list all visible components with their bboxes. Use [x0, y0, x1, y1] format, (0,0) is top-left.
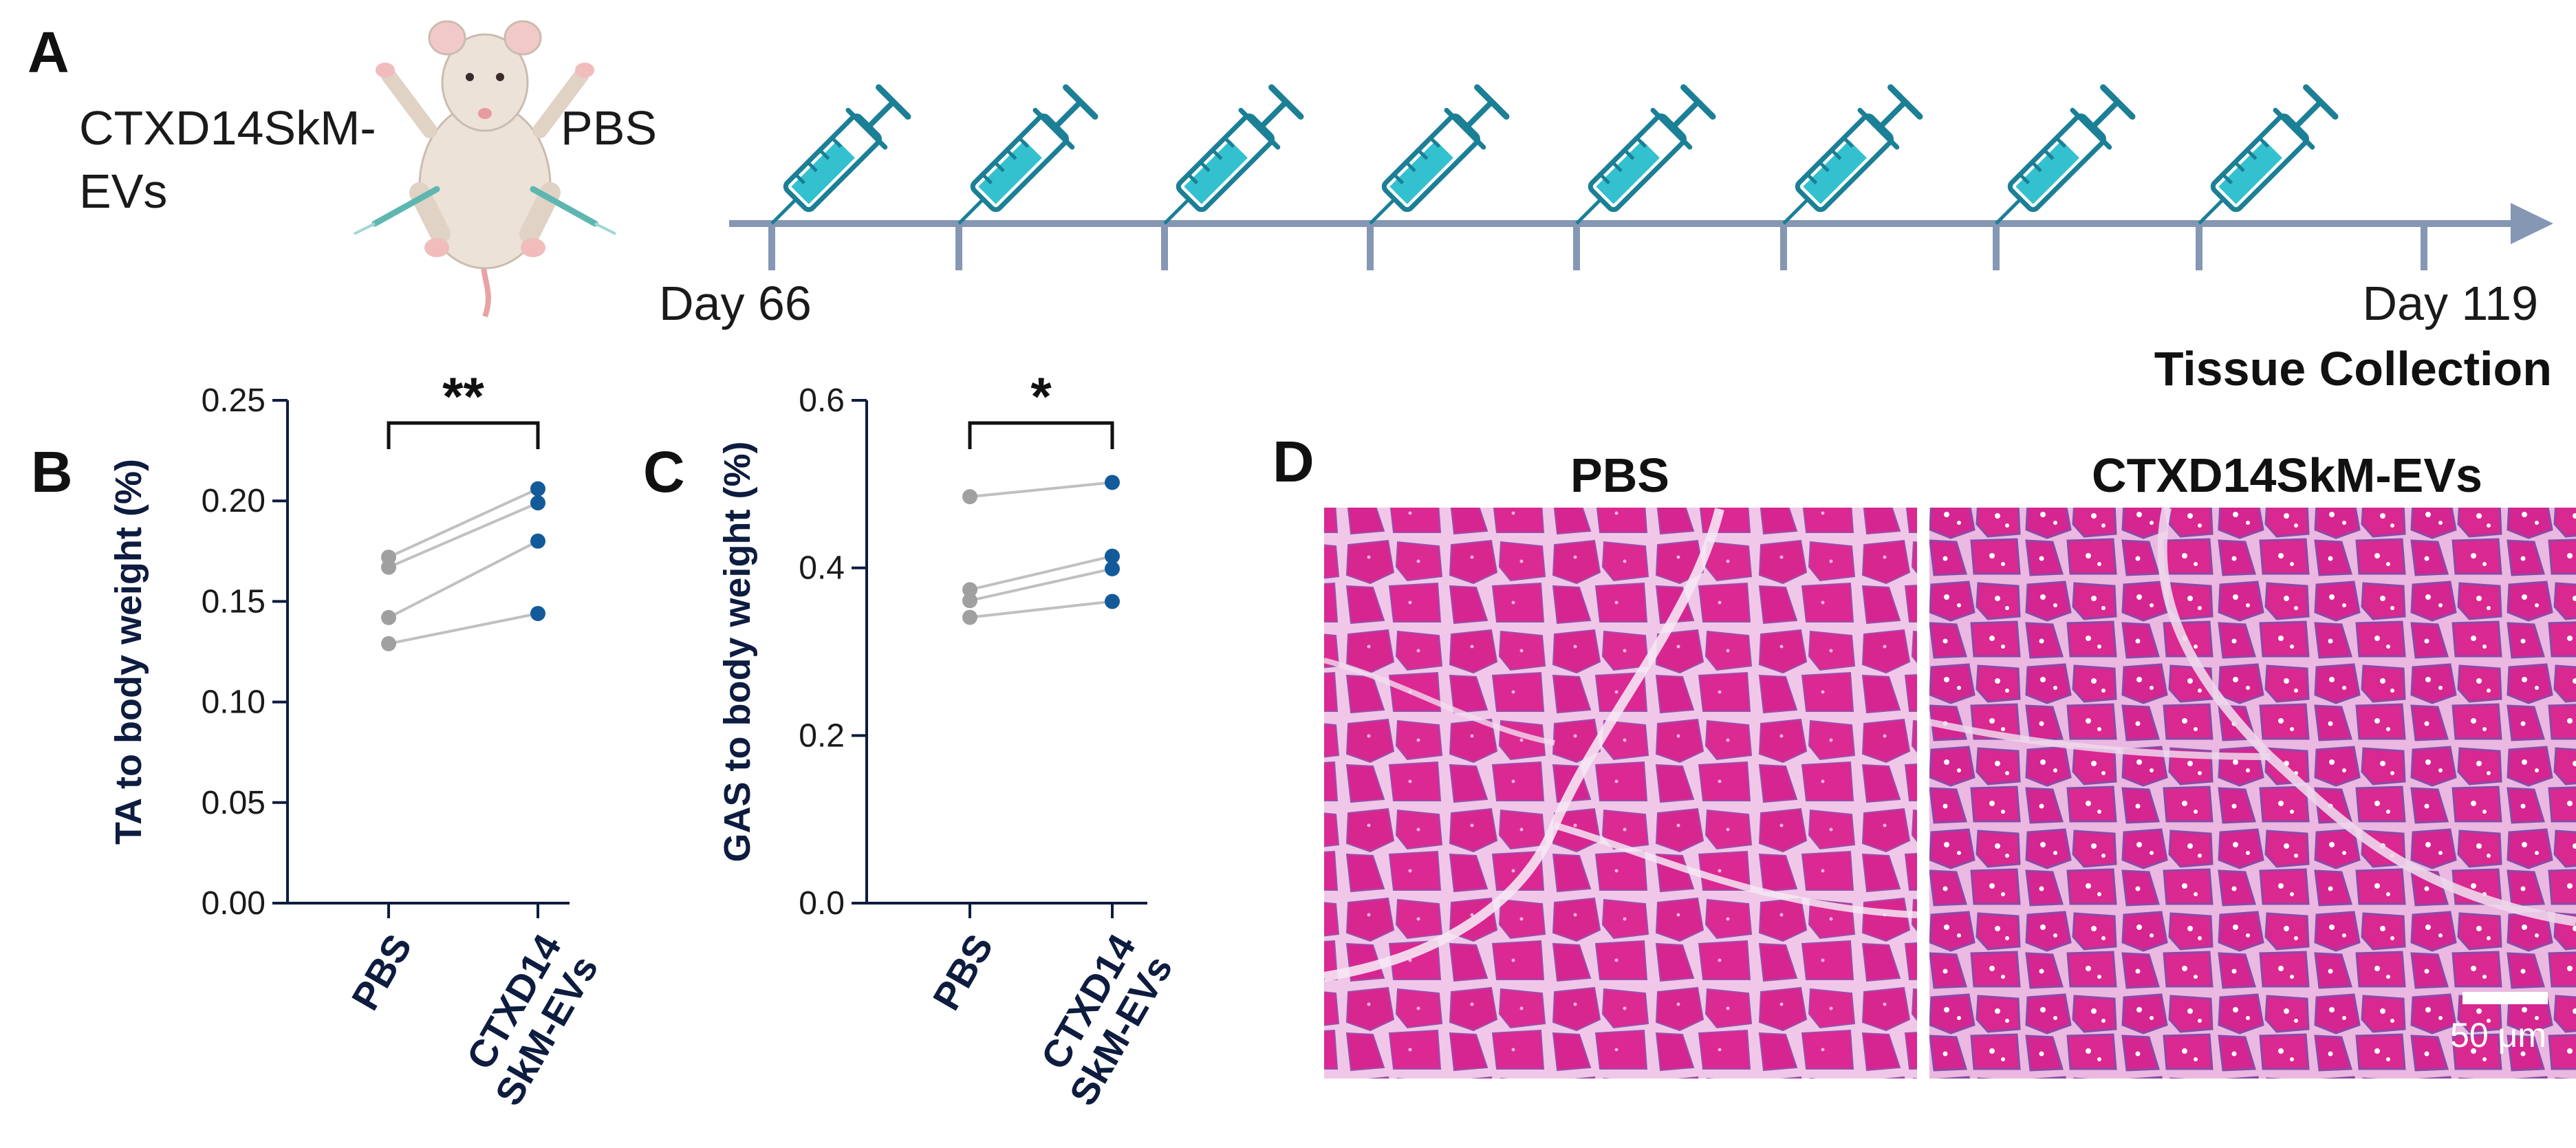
left-treatment-label-line2: EVs: [79, 164, 167, 218]
x-category-label: PBS: [343, 927, 420, 1017]
pair-line: [969, 481, 1113, 499]
pair-line: [388, 501, 539, 569]
syringe-icon: [957, 84, 1098, 225]
tissue-collection-label: Tissue Collection: [2154, 342, 2552, 396]
syringe-icon: [1782, 84, 1923, 225]
significance-bracket: [387, 421, 540, 449]
micrograph-evs: [1928, 506, 2576, 1079]
panel-d: D PBS CTXD14SkM-EVs 50 μm: [1273, 429, 2576, 1079]
significance-marker: **: [442, 366, 484, 426]
y-axis-label: TA to body weight (%): [108, 459, 149, 845]
timeline: [729, 84, 2553, 270]
data-point-evs: [1105, 548, 1120, 564]
data-point-pbs: [381, 636, 396, 651]
syringe-icon: [2198, 84, 2339, 225]
timeline-start-label: Day 66: [659, 277, 812, 330]
y-axis-label: GAS to body weight (%): [717, 442, 758, 863]
data-point-evs: [1105, 594, 1120, 609]
data-point-pbs: [962, 582, 977, 598]
data-point-evs: [530, 605, 545, 621]
y-tick-label: 0.6: [799, 382, 845, 419]
syringe-icon: [1163, 84, 1304, 225]
panel-d-label: D: [1273, 429, 1314, 494]
panel-a: A CTXD14SkM- EVs PBS Day 66 Day: [28, 20, 2553, 396]
data-point-pbs: [381, 559, 396, 575]
data-point-pbs: [962, 593, 977, 609]
chart-gas-weight: 0.0 0.2 0.4 0.6 GAS to body weight (%) PBS CTX…: [717, 366, 1180, 1113]
data-point-evs: [530, 495, 545, 511]
panel-a-label: A: [28, 20, 69, 85]
pair-line: [388, 539, 539, 619]
y-tick-label: 0.25: [202, 382, 266, 419]
x-category-label-line: PBS: [924, 927, 1002, 1017]
panel-b-label: B: [31, 440, 73, 504]
data-point-evs: [530, 533, 545, 549]
left-treatment-label-line1: CTXD14SkM-: [79, 101, 376, 155]
syringe-icon: [1995, 84, 2136, 225]
y-tick-label: 0.05: [202, 785, 266, 821]
x-category-label-line: PBS: [343, 927, 420, 1017]
syringe-icon: [1369, 84, 1510, 225]
micrograph-evs-title: CTXD14SkM-EVs: [2092, 448, 2482, 502]
y-tick-label: 0.00: [202, 885, 266, 922]
pair-line: [969, 554, 1113, 592]
x-category-label: CTXD14SkM-EVs: [458, 927, 607, 1113]
y-tick-label: 0.4: [799, 550, 845, 587]
syringe-icon: [1575, 84, 1716, 225]
data-point-pbs: [962, 609, 977, 625]
data-point-pbs: [962, 489, 977, 505]
mouse-icon: [354, 20, 616, 318]
pair-line: [388, 487, 539, 559]
chart-ta-weight: 0.00 0.05 0.10 0.15 0.20 0.25 TA to body weigh…: [108, 366, 606, 1113]
micrograph-pbs-title: PBS: [1570, 448, 1669, 502]
scale-bar: [2463, 992, 2548, 1004]
pair-line: [969, 600, 1113, 619]
timeline-arrowhead: [2511, 203, 2553, 244]
y-tick-label: 0.2: [799, 717, 845, 754]
syringe-icon: [770, 84, 911, 225]
y-tick-label: 0.20: [202, 483, 266, 519]
x-category-label: PBS: [924, 927, 1002, 1017]
data-point-evs: [1105, 475, 1120, 490]
scale-bar-label: 50 μm: [2450, 1016, 2546, 1054]
pair-line: [969, 567, 1113, 603]
y-tick-label: 0.15: [202, 583, 266, 620]
y-tick-label: 0.10: [202, 684, 266, 721]
micrograph-pbs: [1323, 508, 1918, 1079]
y-tick-label: 0.0: [799, 885, 845, 922]
significance-bracket: [968, 421, 1114, 449]
data-point-pbs: [381, 609, 396, 625]
timeline-end-label: Day 119: [2362, 277, 2538, 330]
data-point-evs: [1105, 561, 1120, 576]
pair-line: [388, 611, 539, 645]
significance-marker: *: [1030, 366, 1052, 426]
data-point-evs: [530, 481, 545, 497]
panel-c-label: C: [643, 440, 685, 504]
right-treatment-label: PBS: [561, 101, 657, 155]
x-category-label: CTXD14SkM-EVs: [1032, 927, 1181, 1113]
